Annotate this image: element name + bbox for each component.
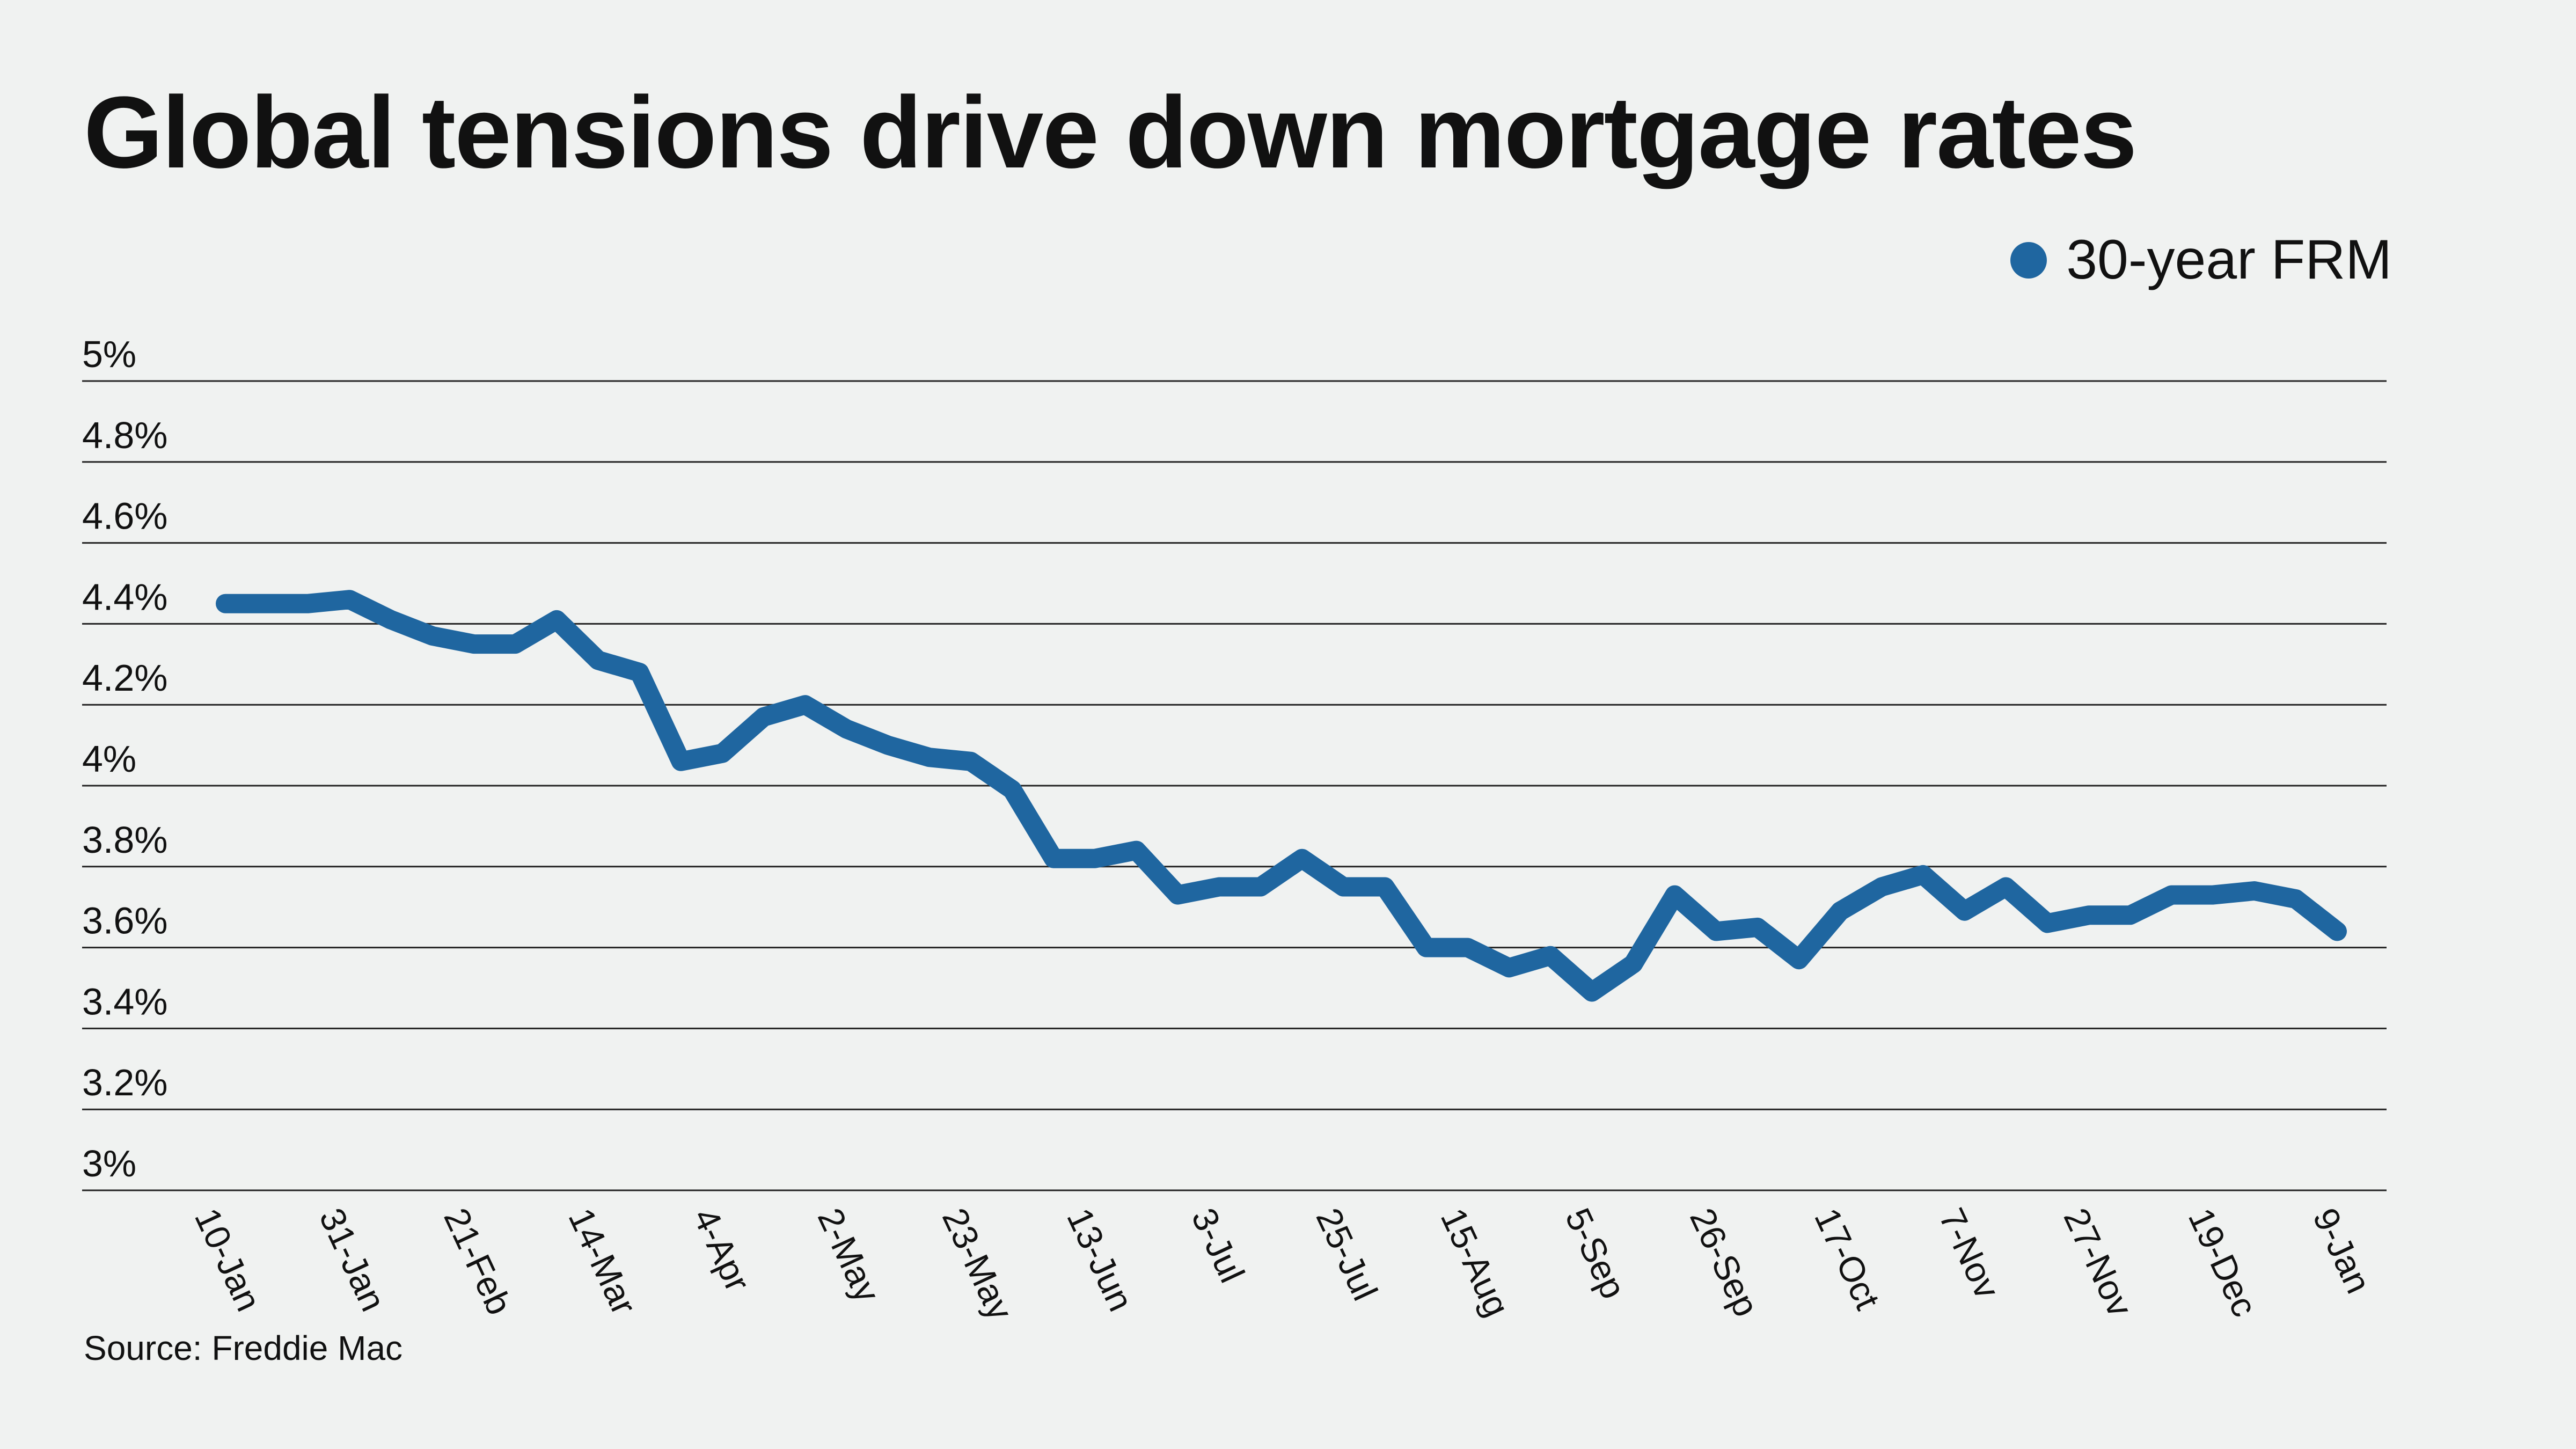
data-point xyxy=(1218,886,1220,888)
data-point xyxy=(431,635,434,637)
y-axis-ticks: 5% 4.8% 4.6% 4.4% 4.2% 4% 3.8% 3.6% 3.4% 3.2% 3% xyxy=(82,333,168,1184)
data-point xyxy=(224,603,226,605)
data-point xyxy=(597,659,599,661)
x-tick-label: 3-Jul xyxy=(1184,1202,1253,1289)
data-point xyxy=(1591,991,1593,993)
x-axis-ticks: 10-Jan 31-Jan 21-Feb 14-Mar 4-Apr 2-May 23-May… xyxy=(187,1202,2379,1326)
data-point xyxy=(1260,886,1262,888)
data-point xyxy=(804,704,806,706)
legend-marker xyxy=(2010,241,2047,279)
data-point xyxy=(1177,894,1179,896)
chart-title: Global tensions drive down mortgage rate… xyxy=(84,76,2137,189)
data-point xyxy=(1425,947,1428,949)
y-tick-label: 4.6% xyxy=(82,495,168,537)
x-tick-label: 13-Jun xyxy=(1059,1202,1141,1317)
data-point xyxy=(1384,886,1386,888)
data-point xyxy=(1011,789,1013,791)
data-point xyxy=(1839,910,1841,912)
data-point xyxy=(1508,967,1510,969)
x-tick-label: 19-Dec xyxy=(2181,1202,2265,1322)
data-point xyxy=(2295,898,2297,900)
x-tick-label: 23-May xyxy=(935,1202,1021,1326)
y-tick-label: 3.4% xyxy=(82,980,168,1022)
data-point xyxy=(1467,947,1469,949)
data-point xyxy=(348,598,350,601)
data-point xyxy=(680,760,682,763)
data-point xyxy=(1135,850,1137,852)
data-point xyxy=(1798,958,1800,961)
data-point xyxy=(2336,930,2338,932)
y-tick-label: 4.4% xyxy=(82,576,168,618)
legend: 30-year FRM xyxy=(2010,228,2392,292)
data-point xyxy=(1052,858,1055,860)
y-tick-label: 5% xyxy=(82,333,136,375)
data-point xyxy=(1964,910,1966,912)
data-point xyxy=(1342,886,1344,888)
data-point xyxy=(1094,858,1096,860)
gridlines xyxy=(82,380,2387,1191)
data-point xyxy=(1549,955,1552,957)
data-point xyxy=(2212,894,2214,896)
x-tick-label: 5-Sep xyxy=(1558,1202,1634,1305)
legend-label: 30-year FRM xyxy=(2066,229,2392,291)
data-point xyxy=(1715,930,1717,932)
x-tick-label: 10-Jan xyxy=(187,1202,269,1317)
data-point xyxy=(1632,963,1634,965)
data-point xyxy=(763,716,765,718)
data-point xyxy=(2046,922,2048,924)
x-tick-label: 14-Mar xyxy=(561,1202,644,1321)
data-point xyxy=(1301,858,1303,860)
data-point xyxy=(2129,914,2131,916)
data-point xyxy=(555,619,558,621)
data-point xyxy=(266,603,268,605)
y-tick-label: 3.8% xyxy=(82,819,168,861)
data-point xyxy=(928,756,931,758)
data-point xyxy=(2170,894,2172,896)
x-tick-label: 2-May xyxy=(810,1202,888,1308)
y-tick-label: 4% xyxy=(82,738,136,780)
data-point xyxy=(307,603,309,605)
data-point xyxy=(514,643,516,645)
data-point xyxy=(639,671,641,674)
data-point xyxy=(845,728,847,730)
x-tick-label: 31-Jan xyxy=(312,1202,393,1317)
data-point xyxy=(2253,890,2256,892)
source-note: Source: Freddie Mac xyxy=(84,1329,403,1367)
data-point xyxy=(2088,914,2090,916)
x-tick-label: 27-Nov xyxy=(2056,1202,2140,1322)
data-point xyxy=(970,760,972,763)
y-tick-label: 3% xyxy=(82,1143,136,1184)
series-layer xyxy=(216,590,2347,1002)
y-tick-label: 3.2% xyxy=(82,1062,168,1103)
y-tick-label: 3.6% xyxy=(82,900,168,942)
x-tick-label: 15-Aug xyxy=(1433,1202,1518,1322)
series-line-30-year-frm xyxy=(216,590,2347,1002)
data-point xyxy=(887,744,889,747)
x-tick-label: 4-Apr xyxy=(686,1202,758,1298)
y-tick-label: 4.8% xyxy=(82,414,168,456)
x-tick-label: 9-Jan xyxy=(2306,1202,2379,1299)
x-tick-label: 21-Feb xyxy=(436,1202,519,1321)
y-tick-label: 4.2% xyxy=(82,657,168,699)
data-point xyxy=(473,643,475,645)
data-point xyxy=(1757,926,1759,928)
x-tick-label: 17-Oct xyxy=(1807,1202,1888,1315)
data-point xyxy=(1880,886,1883,888)
x-tick-label: 26-Sep xyxy=(1682,1202,1767,1322)
data-point xyxy=(721,752,723,755)
data-point xyxy=(1673,894,1675,896)
x-tick-label: 25-Jul xyxy=(1308,1202,1385,1306)
data-point xyxy=(390,619,392,621)
data-point xyxy=(1922,874,1924,876)
data-point xyxy=(2005,886,2007,888)
x-tick-label: 7-Nov xyxy=(1931,1202,2007,1305)
